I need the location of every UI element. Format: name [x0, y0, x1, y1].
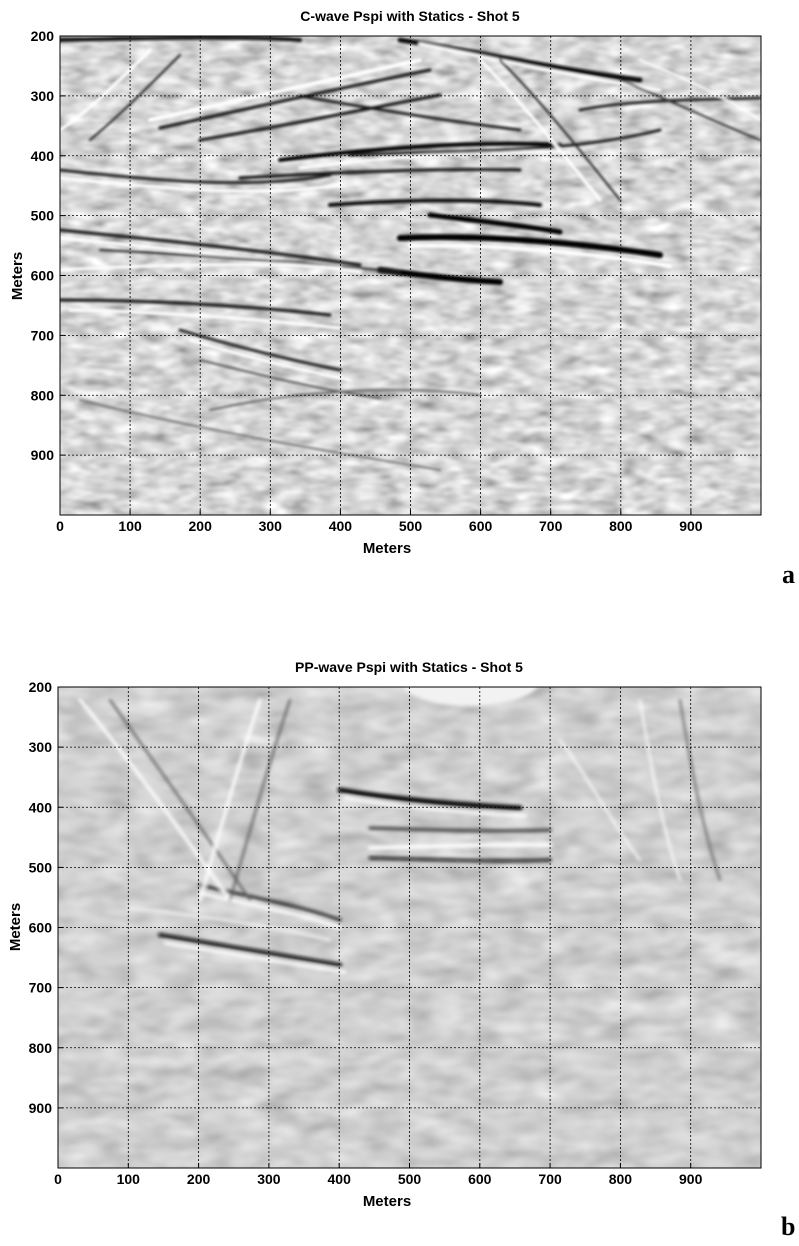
y-tick-label: 200: [31, 28, 55, 44]
y-tick-label: 700: [31, 327, 55, 343]
chart-b-xlabel: Meters: [363, 1193, 411, 1210]
x-tick-label: 600: [468, 1171, 492, 1187]
y-tick-label: 200: [29, 679, 53, 695]
y-tick-label: 700: [29, 980, 53, 996]
chart-b-ticks: 0 100 200 300 400 500 600 700 800 900 200 300 400 500…: [29, 679, 703, 1187]
x-tick-label: 700: [539, 518, 563, 534]
chart-a-title: C-wave Pspi with Statics - Shot 5: [300, 8, 520, 24]
y-tick-label: 400: [31, 148, 55, 164]
chart-a-xlabel: Meters: [363, 540, 411, 557]
x-tick-label: 0: [56, 518, 64, 534]
y-tick-label: 500: [31, 208, 55, 224]
x-tick-label: 300: [259, 518, 283, 534]
chart-a-ticks: 0 100 200 300 400 500 600 700 800 900 200 300 400 500…: [31, 28, 703, 534]
x-tick-label: 500: [399, 518, 423, 534]
y-tick-label: 300: [29, 739, 53, 755]
x-tick-label: 800: [609, 1171, 633, 1187]
y-tick-label: 800: [29, 1040, 53, 1056]
chart-a-grid: [60, 36, 761, 515]
chart-b-grid: [58, 687, 761, 1168]
x-tick-label: 900: [679, 518, 703, 534]
x-tick-label: 100: [117, 1171, 141, 1187]
x-tick-label: 700: [538, 1171, 562, 1187]
x-tick-label: 300: [257, 1171, 281, 1187]
y-tick-label: 300: [31, 88, 55, 104]
y-tick-label: 900: [29, 1100, 53, 1116]
y-tick-label: 600: [29, 920, 53, 936]
chart-b-title: PP-wave Pspi with Statics - Shot 5: [295, 659, 523, 675]
y-tick-label: 600: [31, 268, 55, 284]
x-tick-label: 500: [398, 1171, 422, 1187]
x-tick-label: 100: [118, 518, 142, 534]
x-tick-label: 0: [54, 1171, 62, 1187]
x-tick-label: 400: [329, 518, 353, 534]
chart-a-ylabel: Meters: [9, 252, 26, 300]
x-tick-label: 200: [187, 1171, 211, 1187]
panel-a: C-wave Pspi with Statics - Shot 5: [9, 8, 762, 557]
x-tick-label: 900: [679, 1171, 703, 1187]
panel-label-a: a: [782, 560, 795, 589]
chart-b-ylabel: Meters: [7, 903, 24, 951]
x-tick-label: 200: [189, 518, 213, 534]
x-tick-label: 400: [328, 1171, 352, 1187]
chart-a-reflectors: [60, 36, 761, 471]
chart-b-reflectors: [78, 687, 721, 974]
y-tick-label: 900: [31, 447, 55, 463]
y-tick-label: 500: [29, 859, 53, 875]
y-tick-label: 400: [29, 799, 53, 815]
x-tick-label: 800: [609, 518, 633, 534]
panel-label-b: b: [781, 1212, 796, 1241]
panel-b: PP-wave Pspi with Statics - Shot 5: [7, 659, 762, 1210]
y-tick-label: 800: [31, 387, 55, 403]
x-tick-label: 600: [469, 518, 493, 534]
